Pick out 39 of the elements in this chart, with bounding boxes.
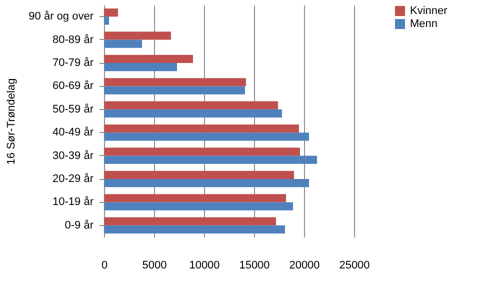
bar [104,32,171,40]
x-tick-label: 20000 [289,260,320,272]
x-tick-label: 25000 [339,260,370,272]
x-tick-label: 10000 [189,260,220,272]
y-tick-label: 80-89 år [52,34,94,46]
bar [104,109,282,118]
bar [104,194,286,202]
bar [104,170,294,179]
y-tick-label: 20-29 år [52,173,94,185]
bar [104,16,109,25]
y-tick-label: 70-79 år [52,57,94,69]
bar [104,179,309,188]
bar [104,86,245,94]
legend-label: Kvinner [410,5,448,17]
legend-label: Menn [410,18,438,30]
bar [104,78,246,86]
y-tick-label: 40-49 år [52,126,94,139]
bar [104,63,177,72]
x-tick-label: 0 [101,260,108,272]
bar [104,8,118,17]
x-tick-label: 15000 [239,260,270,272]
bar [104,132,309,141]
bar [104,225,285,234]
bar [104,217,276,226]
y-axis-title: 16 Sør-Trøndelag [6,78,18,165]
bar [104,148,300,156]
y-tick-label: 0-9 år [64,219,94,232]
bar [104,156,317,164]
bar [104,101,278,110]
bar [104,202,293,210]
bar [104,40,142,48]
x-tick-label: 5000 [142,260,167,272]
y-tick-label: 90 år og over [28,10,94,23]
bar [104,54,193,63]
bar [104,124,299,133]
y-tick-label: 60-69 år [52,80,94,92]
y-tick-label: 30-39 år [52,150,94,162]
y-tick-label: 50-59 år [52,103,94,116]
y-tick-label: 10-19 år [52,196,94,208]
